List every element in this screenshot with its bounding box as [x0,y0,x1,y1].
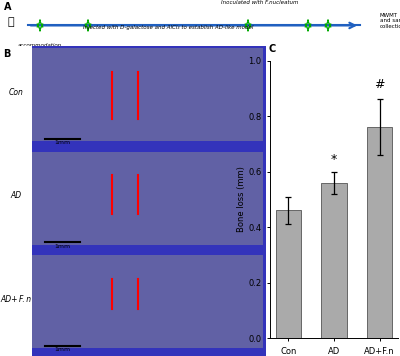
Bar [32,48,263,141]
Y-axis label: Bone loss (mm): Bone loss (mm) [237,166,246,232]
Text: 1mm: 1mm [54,347,70,352]
Text: #: # [374,78,385,91]
Text: C: C [269,44,276,54]
Text: MWMT
and sample
collection: MWMT and sample collection [380,12,400,29]
Bar [0,46,32,150]
Text: *: * [331,153,337,166]
Bar [0,150,32,253]
Bar [0,253,32,356]
Text: AD+ F. n: AD+ F. n [0,295,32,304]
Bar [276,210,301,338]
Text: AD: AD [10,192,22,200]
Text: accommodation: accommodation [18,43,62,48]
Bar [32,253,266,356]
Bar [322,183,346,338]
Bar [32,46,266,150]
Bar [32,255,263,348]
Text: 1mm: 1mm [54,140,70,145]
Text: B: B [3,49,10,59]
Bar [32,152,263,245]
Text: Injected with D-galactose and AlCl₃ to establish AD-like model: Injected with D-galactose and AlCl₃ to e… [83,25,253,30]
Text: 1mm: 1mm [54,244,70,248]
Text: A: A [4,2,12,12]
Bar [32,150,266,253]
Bar [367,127,392,338]
Text: Con: Con [8,88,23,97]
Text: 🐀: 🐀 [8,17,15,27]
Text: Inoculated with F.nucleatum: Inoculated with F.nucleatum [221,0,299,5]
